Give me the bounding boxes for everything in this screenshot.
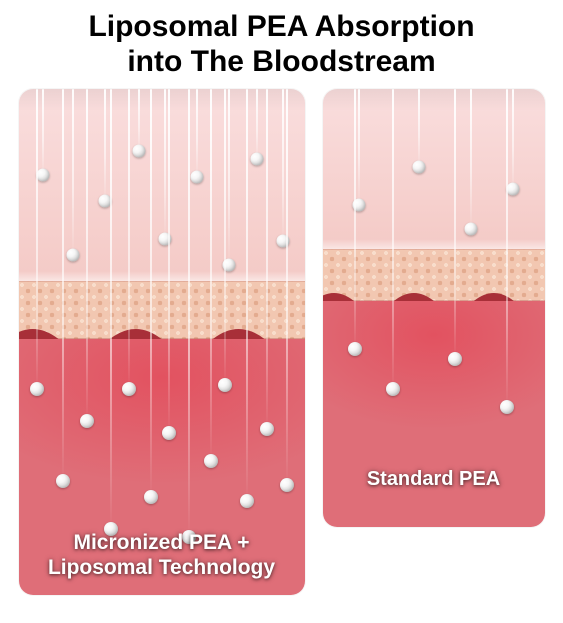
panel-liposomal: Micronized PEA +Liposomal Technology xyxy=(19,89,305,595)
panel-standard: Standard PEA xyxy=(323,89,545,527)
epidermis-layer xyxy=(323,89,545,249)
bloodstream-layer xyxy=(323,301,545,527)
page-title: Liposomal PEA Absorption into The Bloods… xyxy=(0,0,563,83)
panel-label-liposomal: Micronized PEA +Liposomal Technology xyxy=(19,530,305,581)
title-line1: Liposomal PEA Absorption xyxy=(88,10,474,43)
epidermis-layer xyxy=(19,89,305,281)
title-line2: into The Bloodstream xyxy=(127,45,435,78)
panels-row: Micronized PEA +Liposomal Technology Stan… xyxy=(0,83,563,595)
epi-highlight xyxy=(323,239,545,249)
epi-highlight xyxy=(19,271,305,281)
panel-label-standard: Standard PEA xyxy=(323,467,545,491)
